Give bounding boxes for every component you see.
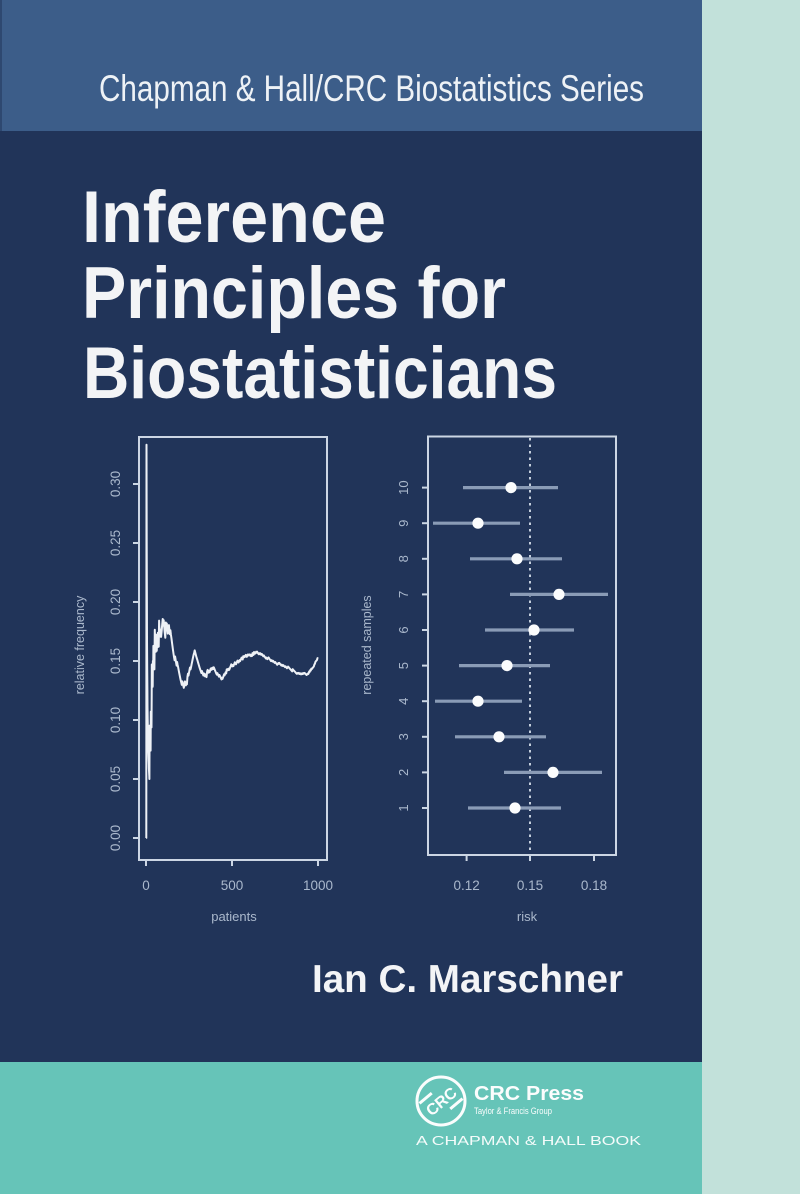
svg-text:risk: risk	[517, 909, 538, 924]
svg-text:0.30: 0.30	[108, 471, 123, 497]
svg-text:0.20: 0.20	[108, 589, 123, 615]
svg-text:0.00: 0.00	[108, 825, 123, 851]
svg-text:CRC Press: CRC Press	[474, 1083, 584, 1105]
svg-text:1000: 1000	[303, 878, 333, 893]
svg-text:0.05: 0.05	[108, 766, 123, 792]
svg-text:0.18: 0.18	[581, 878, 607, 893]
svg-text:A CHAPMAN & HALL BOOK: A CHAPMAN & HALL BOOK	[416, 1133, 641, 1148]
svg-text:3: 3	[396, 733, 411, 740]
svg-text:0: 0	[142, 878, 150, 893]
svg-text:0.15: 0.15	[517, 878, 543, 893]
svg-text:patients: patients	[211, 909, 257, 924]
svg-text:0.25: 0.25	[108, 530, 123, 556]
svg-text:Ian C. Marschner: Ian C. Marschner	[312, 958, 623, 1001]
svg-text:7: 7	[396, 591, 411, 598]
svg-text:9: 9	[396, 520, 411, 527]
svg-text:repeated samples: repeated samples	[360, 595, 374, 694]
svg-text:2: 2	[396, 769, 411, 776]
svg-text:500: 500	[221, 878, 244, 893]
svg-text:Biostatisticians: Biostatisticians	[83, 333, 557, 414]
svg-text:Chapman & Hall/CRC Biostatisti: Chapman & Hall/CRC Biostatistics Series	[99, 68, 644, 109]
svg-text:5: 5	[396, 662, 411, 669]
svg-text:1: 1	[396, 804, 411, 811]
svg-text:Principles for: Principles for	[82, 253, 506, 334]
svg-text:10: 10	[396, 480, 411, 494]
svg-text:relative frequency: relative frequency	[73, 595, 87, 694]
svg-text:8: 8	[396, 555, 411, 562]
svg-text:Inference: Inference	[82, 177, 386, 258]
svg-text:4: 4	[396, 698, 411, 705]
svg-text:0.10: 0.10	[108, 707, 123, 733]
svg-text:0.15: 0.15	[108, 648, 123, 674]
svg-text:6: 6	[396, 626, 411, 633]
svg-text:Taylor & Francis Group: Taylor & Francis Group	[474, 1106, 552, 1116]
svg-text:0.12: 0.12	[453, 878, 479, 893]
svg-text:CRC: CRC	[423, 1084, 461, 1120]
